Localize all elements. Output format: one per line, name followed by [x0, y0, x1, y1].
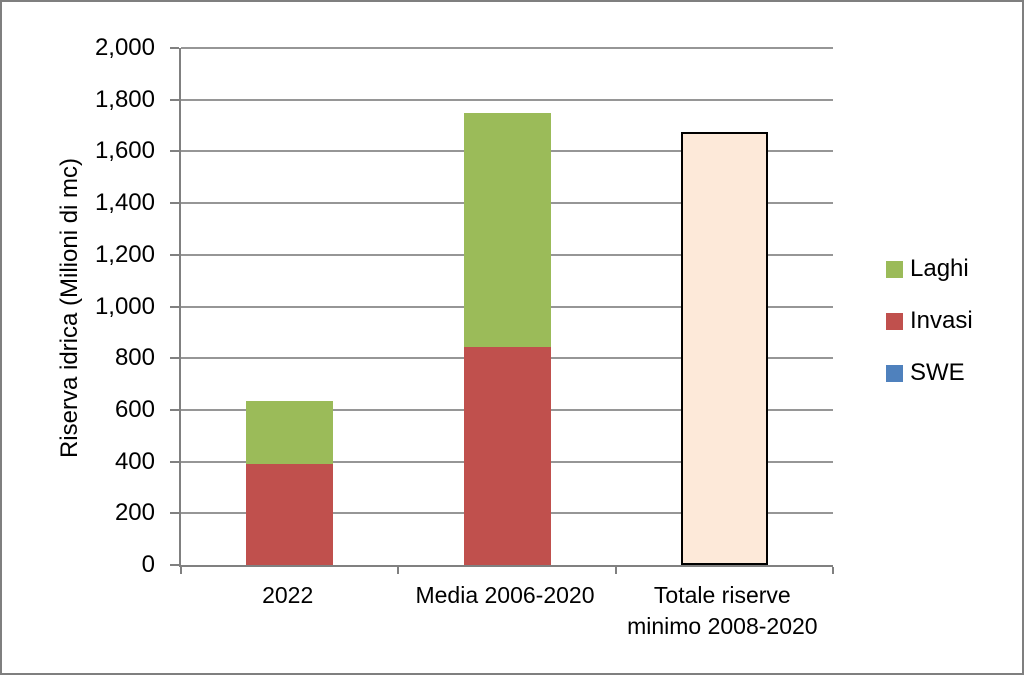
y-tick-label: 800: [114, 344, 155, 372]
y-axis-tick-mark: [170, 460, 179, 463]
gridline: [181, 98, 833, 101]
y-axis-tick-mark: [170, 150, 179, 153]
bar-segment-totale-riserve-minimo: [680, 132, 768, 565]
y-tick-label: 200: [114, 499, 155, 527]
y-tick-label: 0: [141, 551, 155, 578]
y-tick-label: 1,400: [94, 189, 155, 217]
y-tick-label: 400: [114, 447, 155, 475]
y-axis-tick-mark: [170, 98, 179, 101]
legend-swatch-swe: [886, 364, 903, 382]
x-axis-tick-mark: [832, 567, 834, 574]
y-axis-tick-mark: [170, 202, 179, 205]
legend-label: Invasi: [910, 307, 973, 334]
legend: Laghi Invasi SWE: [886, 256, 973, 412]
bar-segment-laghi: [463, 112, 551, 347]
y-axis-tick-mark: [170, 512, 179, 515]
y-axis-tick-mark: [170, 305, 179, 308]
x-axis-tick-mark: [614, 567, 617, 574]
x-category-label: 2022: [262, 582, 314, 608]
y-axis-tick-mark: [170, 253, 179, 256]
bar-segment-laghi: [246, 400, 334, 465]
plot-area: [170, 47, 834, 574]
y-axis-tick-mark: [170, 408, 179, 411]
y-tick-label: 1,000: [94, 292, 155, 320]
legend-swatch-laghi: [886, 260, 903, 278]
x-axis-tick-mark: [180, 567, 182, 574]
legend-item: SWE: [886, 360, 973, 386]
x-category-label: Media 2006-2020: [415, 582, 595, 608]
y-axis-tick-mark: [170, 357, 179, 360]
legend-item: Laghi: [886, 256, 973, 282]
y-tick-label: 1,800: [94, 85, 155, 113]
x-category-label: Totale riserve minimo 2008-2020: [627, 582, 818, 639]
bar-segment-invasi: [463, 346, 551, 565]
x-axis-tick-mark: [397, 567, 400, 574]
y-axis-tick-labels: 0 200 400 600 800 1,000 1,200 1,400 1,600 1,800 2,…: [2, 34, 155, 578]
y-tick-label: 2,000: [94, 34, 155, 61]
y-axis-tick-mark: [170, 564, 179, 566]
bar-segment-invasi: [246, 464, 334, 565]
x-axis-category-labels: 2022 Media 2006-2020 Totale riserve minimo…: [179, 580, 831, 650]
y-tick-label: 600: [114, 395, 155, 423]
legend-label: Laghi: [910, 255, 969, 282]
legend-item: Invasi: [886, 308, 973, 334]
y-tick-label: 1,200: [94, 240, 155, 268]
gridline: [181, 47, 833, 49]
legend-label: SWE: [910, 359, 965, 386]
y-axis-tick-mark: [170, 47, 179, 49]
y-tick-label: 1,600: [94, 137, 155, 165]
legend-swatch-invasi: [886, 312, 903, 330]
